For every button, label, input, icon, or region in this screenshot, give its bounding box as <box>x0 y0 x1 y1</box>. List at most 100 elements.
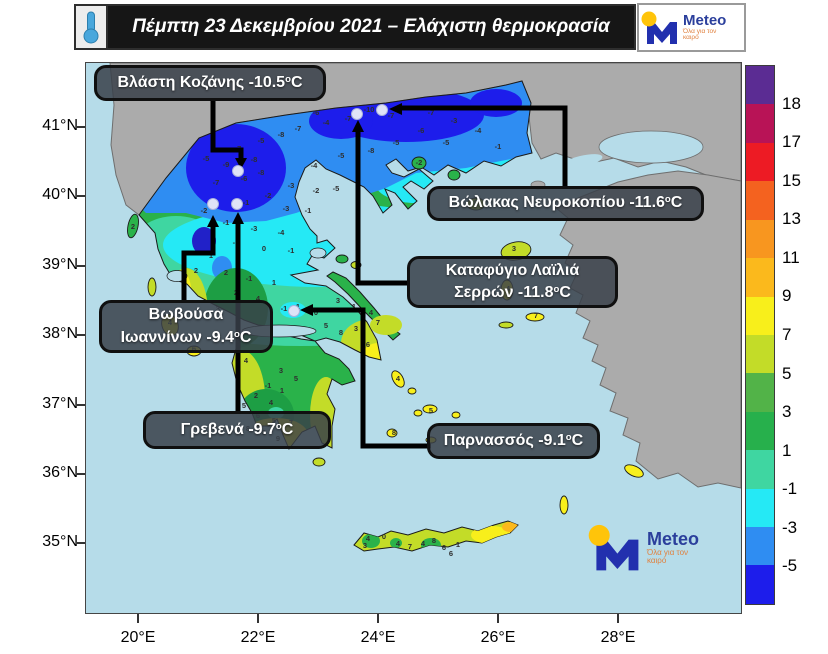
station-value: -2 <box>416 158 423 167</box>
degree-sup: o <box>553 284 560 296</box>
callout-text: Παρνασσός -9.1 <box>443 431 566 449</box>
thermometer-icon <box>76 6 108 48</box>
station-value: 7 <box>408 542 412 551</box>
arrow-heads <box>207 103 402 316</box>
degree-unit: C <box>571 431 584 449</box>
lat-axis-label: 36°N <box>42 464 78 481</box>
degree-unit: C <box>290 73 303 91</box>
meteo-logo-text: Meteo <box>683 11 727 29</box>
station-value: 4 <box>369 308 374 317</box>
station-value: 0 <box>262 244 266 253</box>
lat-axis-label: 37°N <box>42 395 78 412</box>
station-value: -5 <box>338 151 345 160</box>
degree-sup: o <box>275 421 282 432</box>
station-value: -7 <box>295 124 302 133</box>
station-value: 3 <box>363 541 367 550</box>
station-value: -4 <box>278 228 285 237</box>
sea-marmara <box>598 130 704 164</box>
callout-text: Βωβούσα Ιωαννίνων -9.4 <box>120 306 234 346</box>
colorbar-label: 11 <box>782 247 800 267</box>
station-value: 6 <box>366 340 370 349</box>
station-dot <box>232 165 244 177</box>
station-value: -1 <box>243 198 250 207</box>
callout-katafygio-lailia: Καταφύγιο Λαϊλιά Σερρών -11.8oC <box>407 256 618 308</box>
station-value: -5 <box>258 136 265 145</box>
station-value: -2 <box>201 206 208 215</box>
station-value: 4 <box>396 374 401 383</box>
lat-axis-label: 38°N <box>42 325 78 342</box>
lon-axis-tick <box>617 614 619 623</box>
lon-axis-tick <box>497 614 499 623</box>
lon-axis-label: 22°E <box>240 629 276 646</box>
lat-axis-tick <box>77 126 85 128</box>
colorbar-label: 5 <box>782 363 792 383</box>
colorbar-segment-13 <box>746 565 774 604</box>
station-value: -5 <box>443 138 450 147</box>
station-value: -3 <box>251 224 258 233</box>
meteo-logo-tagline: Όλα για τον καιρό <box>647 548 689 566</box>
station-value: 4 <box>256 294 261 303</box>
meteo-logo-top: Meteo Όλα για τον καιρό <box>637 3 746 52</box>
colorbar-segment-3 <box>746 181 774 220</box>
colorbar-segment-10 <box>746 450 774 489</box>
callout-text: Βώλακας Νευροκοπίου -11.6 <box>448 194 665 212</box>
station-value: 2 <box>131 222 135 231</box>
station-value: -1 <box>288 246 295 255</box>
station-value: 7 <box>534 311 538 320</box>
callout-grevena: Γρεβενά -9.7oC <box>143 411 331 449</box>
station-dots-layer <box>207 104 388 317</box>
station-value: 3 <box>512 244 516 253</box>
colorbar-segment-5 <box>746 258 774 297</box>
lon-axis-label: 24°E <box>360 629 396 646</box>
station-value: 8 <box>339 328 343 337</box>
station-value: -7 <box>388 111 395 120</box>
sea-dardanelles <box>559 154 603 170</box>
station-value: -3 <box>283 204 290 213</box>
station-value: -5 <box>203 154 210 163</box>
station-value: -4 <box>323 118 330 127</box>
lat-axis-tick <box>77 195 85 197</box>
station-value: -1 <box>281 304 288 313</box>
station-value: 3 <box>336 296 340 305</box>
station-value: -7 <box>213 178 220 187</box>
colorbar-segment-12 <box>746 527 774 566</box>
station-dot <box>231 198 243 210</box>
station-value: 5 <box>429 406 433 415</box>
station-value: -8 <box>368 146 375 155</box>
station-value: -6 <box>241 174 248 183</box>
degree-unit: C <box>670 194 683 212</box>
station-value: 5 <box>324 321 328 330</box>
station-dot <box>207 198 219 210</box>
station-value: -2 <box>265 191 272 200</box>
colorbar-segment-8 <box>746 373 774 412</box>
station-value: 2 <box>254 391 258 400</box>
station-value: -2 <box>313 186 320 195</box>
station-value: 8 <box>432 536 436 545</box>
colorbar-segment-6 <box>746 296 774 335</box>
station-value: -8 <box>278 130 285 139</box>
lat-axis-tick <box>77 404 85 406</box>
lon-axis-label: 28°E <box>600 629 636 646</box>
meteo-logo-text: Meteo <box>647 529 700 550</box>
colorbar-segment-4 <box>746 219 774 259</box>
lat-axis-tick <box>77 265 85 267</box>
colorbar-label: 7 <box>782 325 792 344</box>
colorbar-label: 17 <box>782 132 801 152</box>
meteo-m-icon <box>639 8 683 48</box>
lat-axis-tick <box>77 542 85 544</box>
station-value: 4 <box>269 398 274 407</box>
station-value: -10 <box>364 105 375 114</box>
station-value: 1 <box>272 278 276 287</box>
station-value: 5 <box>242 401 246 410</box>
lat-axis-tick <box>77 334 85 336</box>
station-value: -7 <box>428 108 435 117</box>
meteo-logo-map: Meteo Όλα για τον καιρό <box>585 518 735 578</box>
station-value: -6 <box>418 126 425 135</box>
station-value: -5 <box>333 184 340 193</box>
colorbar-label: 3 <box>782 402 792 422</box>
temperature-colorbar <box>745 65 775 605</box>
station-value: 6 <box>442 543 446 552</box>
degree-sup: o <box>233 328 240 340</box>
station-value: 3 <box>279 366 283 375</box>
